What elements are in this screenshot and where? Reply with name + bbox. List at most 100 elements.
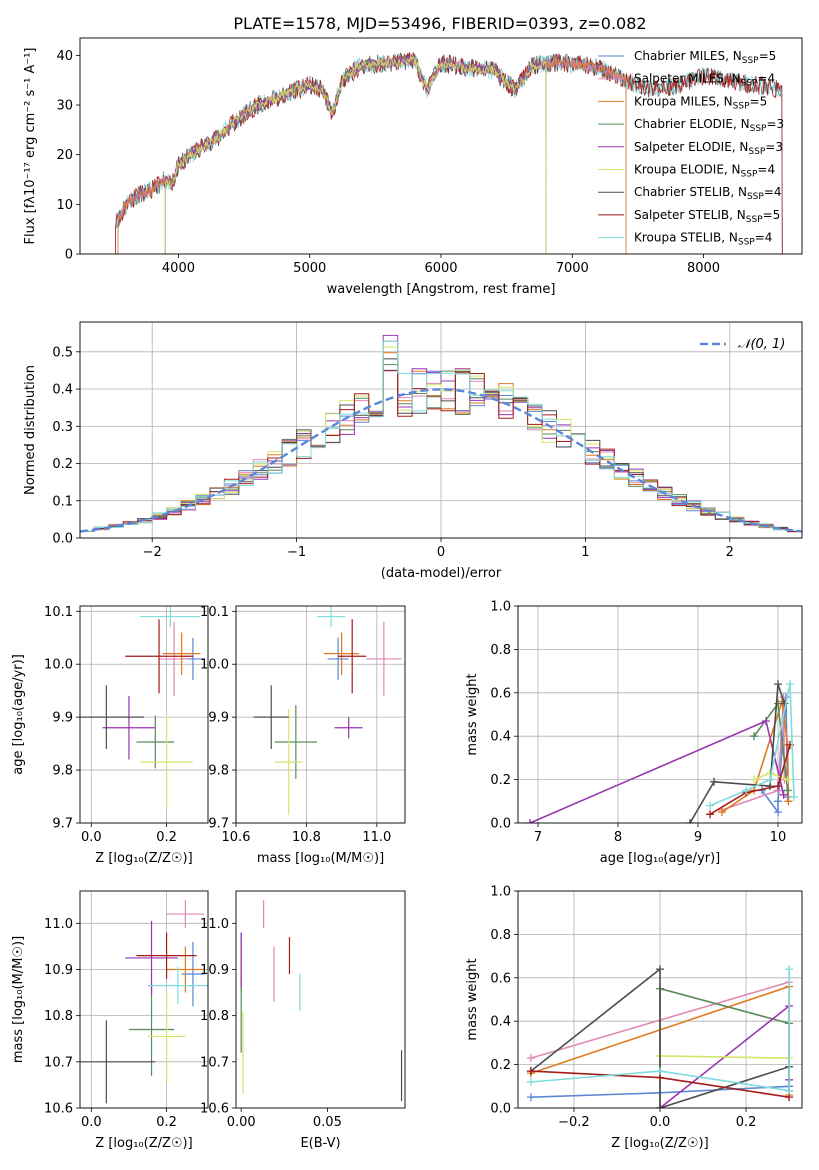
weight-marker bbox=[774, 680, 782, 689]
ticks: 10.6 10.8 11.0 9.7 9.8 9.9 10.0 10.1 bbox=[200, 605, 391, 845]
data-layer bbox=[80, 900, 208, 1104]
x-tick-label: 11.0 bbox=[362, 830, 391, 845]
y-tick-label: 9.7 bbox=[208, 817, 229, 832]
x-tick-label: −2 bbox=[143, 545, 162, 560]
errorbar-point bbox=[140, 606, 201, 628]
x-tick-label: −0.2 bbox=[558, 1115, 590, 1130]
weight-marker bbox=[526, 819, 534, 823]
y-axis-label: Normed distribution bbox=[23, 365, 38, 495]
weight-marker bbox=[718, 808, 726, 817]
data-layer bbox=[115, 51, 783, 254]
x-tick-label: 10.8 bbox=[292, 830, 321, 845]
y-tick-label: 40 bbox=[56, 49, 73, 64]
y-tick-label: 10.8 bbox=[44, 1009, 73, 1024]
y-tick-label: 0.8 bbox=[490, 928, 511, 943]
y-tick-label: 0.6 bbox=[490, 686, 511, 701]
weight-marker bbox=[766, 775, 774, 784]
y-tick-label: 0.1 bbox=[52, 494, 73, 509]
y-tick-label: 0.8 bbox=[490, 643, 511, 658]
y-tick-label: 10.1 bbox=[44, 605, 73, 620]
y-tick-label: 1.0 bbox=[490, 885, 511, 900]
weight-marker bbox=[750, 732, 758, 741]
ticks: 0.00 0.05 10.6 10.7 10.8 10.9 11.0 bbox=[200, 917, 342, 1130]
legend-entry: Salpeter ELODIE, NSSP=3 bbox=[634, 140, 783, 157]
x-axis-label: wavelength [Angstrom, rest frame] bbox=[327, 282, 556, 297]
errorbar-point bbox=[136, 932, 197, 979]
plot-area bbox=[236, 891, 405, 1108]
y-tick-label: 10.7 bbox=[44, 1055, 73, 1070]
y-tick-label: 10.6 bbox=[44, 1102, 73, 1117]
y-tick-label: 10.0 bbox=[200, 658, 229, 673]
axes-frame bbox=[235, 605, 406, 824]
errorbar-point bbox=[274, 704, 317, 780]
x-axis-label: age [log₁₀(age/yr)] bbox=[600, 851, 721, 866]
y-tick-label: 0.2 bbox=[490, 773, 511, 788]
weight-marker bbox=[785, 965, 794, 974]
weight-marker bbox=[656, 965, 664, 974]
x-tick-label: 7 bbox=[534, 830, 542, 845]
x-tick-label: 0.2 bbox=[156, 830, 177, 845]
errorbar-point bbox=[274, 709, 303, 816]
x-tick-label: 0.0 bbox=[81, 830, 102, 845]
plot-area bbox=[236, 606, 405, 823]
x-axis-label: mass [log₁₀(M/M☉)] bbox=[257, 851, 384, 866]
y-tick-label: 20 bbox=[56, 148, 73, 163]
x-tick-label: 0.0 bbox=[650, 1115, 671, 1130]
axes-residuals: −2 −1 0 1 2 0.0 0.1 0.2 0.3 0.4 0.5 (data-model)/er… bbox=[23, 321, 803, 581]
weight-marker bbox=[742, 786, 750, 795]
weight-marker bbox=[526, 1077, 535, 1086]
weight-marker bbox=[790, 792, 798, 801]
errorbar-point bbox=[366, 621, 402, 696]
errorbar-point bbox=[159, 621, 190, 696]
ticks: 0.0 0.2 10.6 10.7 10.8 10.9 11.0 bbox=[44, 917, 177, 1130]
y-tick-label: 9.7 bbox=[52, 817, 73, 832]
axes-spectrum: 4000 5000 6000 7000 8000 0 10 20 30 40 wavelength … bbox=[23, 37, 803, 297]
y-tick-label: 11.0 bbox=[200, 917, 229, 932]
axes-weight-vs-Z: −0.2 0.0 0.2 0.0 0.2 0.4 0.6 0.8 1.0 Z [log₁₀(Z/Z… bbox=[465, 885, 803, 1151]
y-tick-label: 11.0 bbox=[44, 917, 73, 932]
spectrum-line bbox=[164, 56, 547, 254]
errorbar-point bbox=[125, 619, 193, 694]
weight-marker bbox=[526, 1054, 535, 1063]
data-layer bbox=[240, 900, 403, 1102]
errorbar-point bbox=[334, 717, 363, 739]
data-layer bbox=[253, 606, 402, 816]
weight-marker bbox=[774, 782, 782, 791]
errorbar-point bbox=[136, 715, 175, 769]
weight-marker bbox=[783, 786, 792, 795]
y-tick-label: 9.9 bbox=[208, 711, 229, 726]
x-tick-label: 10 bbox=[770, 830, 787, 845]
axes-age-vs-Z: 0.0 0.2 9.7 9.8 9.9 10.0 10.1 Z [log₁₀(Z/Z☉)] ag… bbox=[11, 605, 209, 866]
x-tick-label: 9 bbox=[694, 830, 702, 845]
ticks: −2 −1 0 1 2 0.0 0.1 0.2 0.3 0.4 0.5 bbox=[52, 345, 734, 560]
weight-marker bbox=[656, 1067, 664, 1076]
x-axis-label: E(B-V) bbox=[300, 1136, 340, 1151]
y-tick-label: 0.2 bbox=[490, 1058, 511, 1073]
axes-frame bbox=[79, 37, 803, 255]
y-axis-label: Flux [fλ10⁻¹⁷ erg cm⁻² s⁻¹ A⁻¹] bbox=[23, 48, 38, 245]
legend-entry: Chabrier STELIB, NSSP=4 bbox=[634, 185, 782, 202]
legend-entry: Kroupa MILES, NSSP=5 bbox=[634, 94, 767, 111]
y-tick-label: 10.8 bbox=[200, 1009, 229, 1024]
errorbar-point bbox=[125, 921, 178, 995]
weight-marker bbox=[750, 775, 758, 784]
legend-entry: Salpeter STELIB, NSSP=5 bbox=[634, 208, 780, 225]
y-tick-label: 1.0 bbox=[490, 600, 511, 615]
x-tick-label: 0.0 bbox=[81, 1115, 102, 1130]
weight-marker bbox=[785, 1086, 794, 1095]
weight-marker bbox=[780, 699, 789, 708]
x-tick-label: 5000 bbox=[293, 261, 326, 276]
weight-marker bbox=[786, 680, 794, 689]
x-tick-label: 8000 bbox=[687, 261, 720, 276]
legend-entry: Kroupa ELODIE, NSSP=4 bbox=[634, 163, 775, 180]
y-tick-label: 10.6 bbox=[200, 1102, 229, 1117]
x-axis-label: Z [log₁₀(Z/Z☉)] bbox=[611, 1136, 708, 1151]
errorbar-point bbox=[253, 685, 289, 749]
y-tick-label: 9.9 bbox=[52, 711, 73, 726]
y-tick-label: 9.8 bbox=[208, 764, 229, 779]
axes-frame bbox=[79, 605, 209, 824]
legend-entry: Chabrier ELODIE, NSSP=3 bbox=[634, 117, 784, 134]
ticks: 0.0 0.2 9.7 9.8 9.9 10.0 10.1 bbox=[44, 605, 177, 845]
errorbar-point bbox=[80, 1020, 156, 1104]
ticks: 7 8 9 10 0.0 0.2 0.4 0.6 0.8 1.0 bbox=[490, 600, 786, 846]
